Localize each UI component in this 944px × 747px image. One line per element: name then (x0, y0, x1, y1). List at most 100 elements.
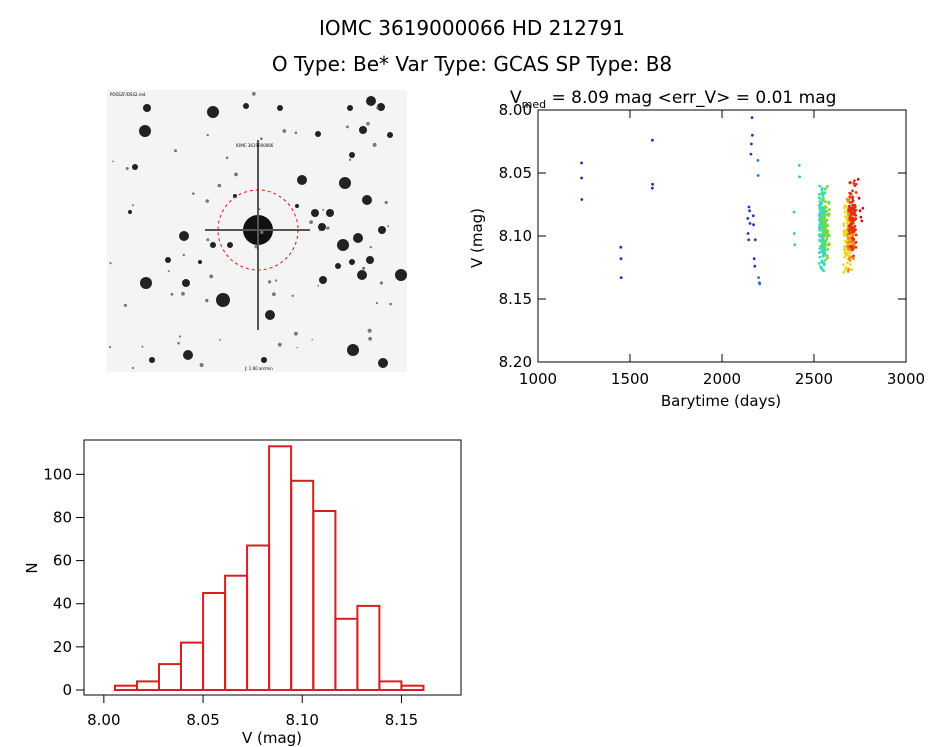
lc-point (848, 191, 852, 195)
finder-faint-star (217, 183, 222, 188)
hist-bar (400, 684, 425, 692)
finder-label-topleft: POSS2F/DSS2.red (110, 92, 146, 97)
finder-faint-star (260, 137, 263, 140)
hist-bar (180, 641, 204, 691)
hist-bar (312, 510, 337, 691)
lc-title-sub: med (522, 98, 546, 111)
finder-star (227, 242, 233, 248)
finder-faint-star (170, 292, 174, 296)
finder-star (132, 164, 138, 170)
lc-point (825, 218, 829, 222)
finder-star (366, 256, 374, 264)
finder-faint-star (260, 230, 264, 234)
lc-point (820, 212, 824, 216)
hist-bar (136, 680, 160, 692)
finder-faint-star (296, 346, 299, 349)
lc-point (753, 264, 757, 268)
lc-point (825, 235, 829, 239)
target-circle (217, 189, 299, 271)
lc-point (857, 196, 861, 200)
finder-star (207, 106, 219, 118)
finder-faint-star (225, 156, 229, 160)
lc-point (821, 268, 824, 272)
lc-point (849, 223, 852, 227)
lc-point (818, 193, 821, 196)
finder-star (140, 277, 152, 289)
lc-point (824, 205, 828, 209)
finder-faint-star (376, 106, 379, 110)
lc-point (651, 182, 654, 186)
finder-star (311, 209, 319, 217)
lc-point (852, 217, 856, 221)
lc-point (823, 207, 826, 211)
lc-point (746, 232, 750, 235)
lc-point (753, 238, 757, 242)
lc-point (827, 242, 831, 246)
lc-point (843, 245, 846, 249)
finder-faint-star (277, 342, 282, 347)
finder-faint-star (362, 266, 366, 270)
lc-point (843, 255, 847, 259)
lc-point (748, 209, 751, 213)
lc-point (845, 222, 849, 225)
lc-point (846, 241, 850, 244)
finder-faint-star (372, 142, 377, 147)
finder-faint-star (275, 279, 278, 282)
lc-point (825, 209, 829, 213)
finder-star (183, 350, 193, 360)
lc-point (817, 214, 821, 217)
hist-bar (290, 479, 315, 691)
lc-point (842, 222, 846, 226)
lc-point (848, 232, 852, 235)
lc-point (580, 198, 584, 201)
lc-point (748, 222, 752, 225)
lc-point (820, 198, 824, 202)
lc-point (854, 246, 858, 249)
lc-point (820, 208, 824, 212)
finder-faint-star (322, 208, 325, 211)
lc-point (847, 204, 851, 208)
lc-point (846, 247, 850, 251)
lc-xtick-label: 1000 (519, 370, 557, 388)
lc-point (651, 186, 654, 190)
lc-point (822, 249, 826, 253)
finder-star (261, 357, 267, 363)
finder-faint-star (209, 274, 214, 279)
lc-point (818, 219, 822, 223)
finder-faint-star (311, 338, 314, 341)
lc-xtick-label: 1500 (611, 370, 649, 388)
lc-point (845, 244, 849, 248)
finder-star (347, 105, 353, 111)
finder-faint-star (366, 121, 370, 126)
lc-point (819, 201, 822, 205)
lc-point (827, 202, 831, 205)
lc-ylabel: V (mag) (468, 208, 486, 268)
finder-faint-star (205, 298, 209, 303)
finder-star (295, 204, 299, 208)
lc-point (752, 257, 756, 261)
lc-point (580, 161, 583, 165)
lc-point (818, 228, 822, 232)
lc-point (797, 164, 801, 167)
finder-star (366, 96, 376, 106)
lc-point (619, 257, 623, 261)
finder-faint-star (199, 363, 204, 367)
hist-ylabel: N (23, 562, 41, 573)
hist-ytick-label: 60 (53, 552, 72, 570)
lc-point (844, 266, 848, 269)
finder-star (216, 293, 230, 307)
finder-star (349, 259, 355, 265)
lc-point (843, 210, 847, 214)
lc-point (848, 240, 852, 244)
hist-bar (334, 617, 359, 691)
finder-star (143, 104, 151, 112)
finder-star (149, 357, 155, 363)
histogram-chart: 8.00 8.05 8.10 8.15 0 20 40 60 80 100 V (mag) N (23, 439, 462, 747)
finder-faint-star (272, 292, 276, 297)
finder-star (378, 358, 388, 368)
finder-star (315, 131, 321, 137)
lc-point (853, 224, 857, 228)
object-types: O Type: Be* Var Type: GCAS SP Type: B8 (271, 52, 673, 76)
hist-bar (224, 574, 249, 692)
lc-point (851, 203, 854, 207)
